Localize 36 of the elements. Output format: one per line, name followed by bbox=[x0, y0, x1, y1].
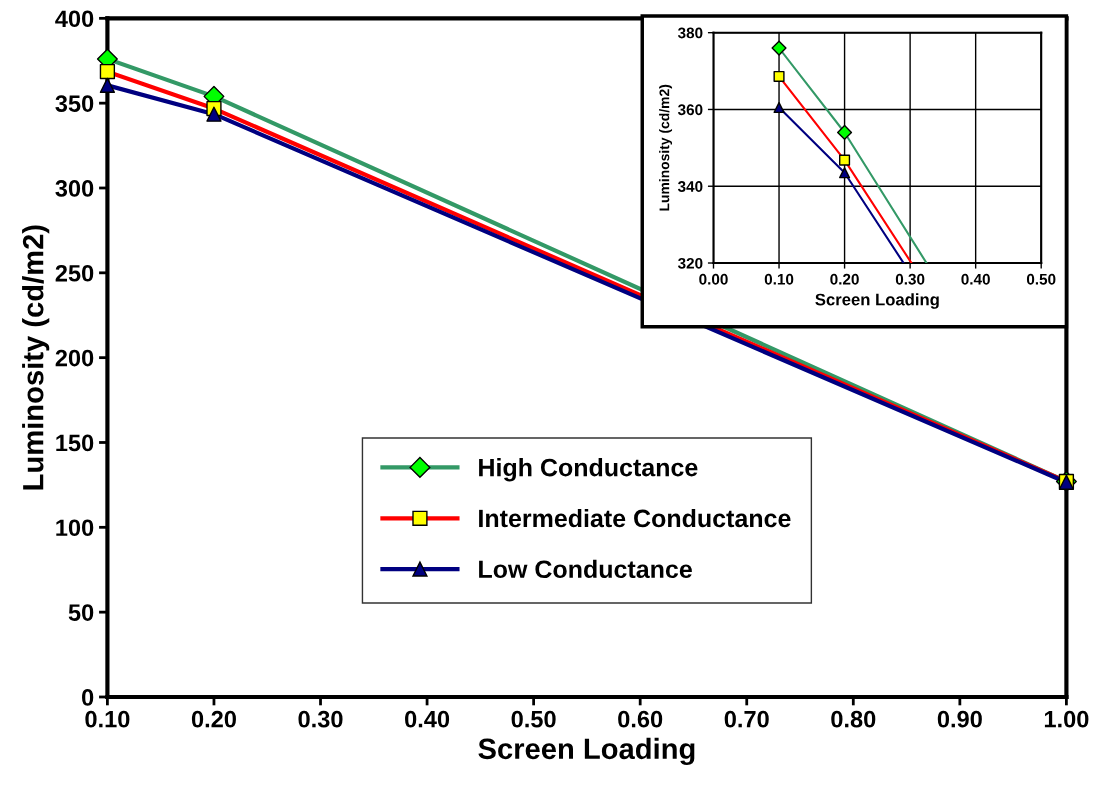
y-tick-label: 360 bbox=[677, 104, 703, 116]
y-tick-label: 200 bbox=[55, 349, 94, 367]
x-tick-label: 0.10 bbox=[764, 273, 794, 285]
y-tick-label: 100 bbox=[56, 519, 94, 537]
y-tick-label: 340 bbox=[677, 181, 703, 192]
legend-label: High Conductance bbox=[479, 458, 698, 482]
y-tick-label: 320 bbox=[677, 257, 703, 269]
x-tick-label: 0.00 bbox=[699, 273, 728, 285]
x-tick-label: 0.10 bbox=[85, 710, 130, 728]
x-tick-label: 0.20 bbox=[191, 710, 236, 728]
x-axis-title: Screen Loading bbox=[815, 293, 939, 309]
x-tick-label: 0.50 bbox=[511, 710, 556, 728]
x-tick-label: 0.80 bbox=[831, 710, 876, 728]
x-tick-label: 0.30 bbox=[895, 273, 925, 285]
y-tick-label: 150 bbox=[56, 434, 94, 452]
x-tick-label: 1.00 bbox=[1044, 710, 1089, 728]
x-tick-label: 0.40 bbox=[961, 273, 990, 285]
y-axis-title: Luminosity (cd/m2) bbox=[22, 225, 50, 490]
legend-label: Intermediate Conductance bbox=[479, 508, 791, 528]
y-tick-label: 400 bbox=[55, 10, 94, 28]
y-tick-label: 0 bbox=[82, 689, 94, 706]
x-axis-title: Screen Loading bbox=[478, 737, 695, 766]
x-tick-label: 0.20 bbox=[830, 273, 859, 285]
y-tick-label: 250 bbox=[55, 264, 94, 282]
x-tick-label: 0.60 bbox=[618, 710, 663, 728]
legend-label: Low Conductance bbox=[479, 559, 692, 579]
x-tick-label: 0.40 bbox=[405, 710, 450, 728]
y-tick-label: 300 bbox=[55, 180, 94, 197]
y-axis-title: Luminosity (cd/m2) bbox=[659, 84, 673, 211]
x-tick-label: 0.70 bbox=[724, 710, 769, 728]
x-tick-label: 0.50 bbox=[1026, 273, 1056, 285]
y-tick-label: 380 bbox=[677, 27, 703, 39]
x-tick-label: 0.90 bbox=[937, 710, 982, 728]
x-tick-label: 0.30 bbox=[298, 710, 343, 728]
y-tick-label: 350 bbox=[55, 95, 94, 112]
y-tick-label: 50 bbox=[68, 604, 94, 621]
